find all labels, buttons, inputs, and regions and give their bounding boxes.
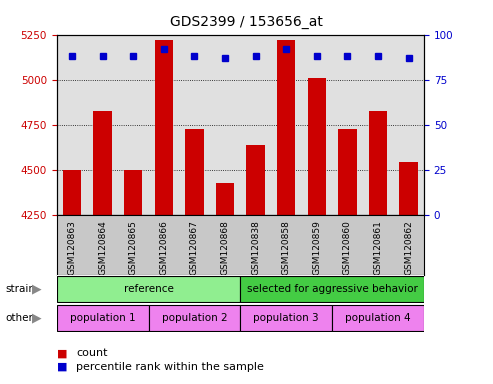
Text: GSM120838: GSM120838 [251, 220, 260, 275]
Text: strain: strain [5, 284, 35, 294]
Text: GSM120858: GSM120858 [282, 220, 291, 275]
Text: population 2: population 2 [162, 313, 227, 323]
Text: reference: reference [124, 284, 174, 294]
Text: GSM120868: GSM120868 [220, 220, 230, 275]
Bar [338, 129, 356, 215]
Text: GSM120861: GSM120861 [374, 220, 383, 275]
Text: selected for aggressive behavior: selected for aggressive behavior [246, 284, 418, 294]
Text: population 1: population 1 [70, 313, 136, 323]
Text: GSM120866: GSM120866 [159, 220, 168, 275]
Bar [94, 111, 112, 215]
Text: percentile rank within the sample: percentile rank within the sample [76, 362, 264, 372]
Bar [277, 40, 295, 215]
Text: ▶: ▶ [32, 283, 42, 295]
Text: ■: ■ [57, 348, 67, 358]
Text: other: other [5, 313, 33, 323]
Bar [308, 78, 326, 215]
Text: population 3: population 3 [253, 313, 319, 323]
FancyBboxPatch shape [241, 305, 332, 331]
Bar [216, 182, 234, 215]
FancyBboxPatch shape [57, 276, 241, 302]
Bar [124, 170, 142, 215]
Bar [185, 129, 204, 215]
Text: population 4: population 4 [345, 313, 411, 323]
Text: GSM120862: GSM120862 [404, 220, 413, 275]
Text: GSM120863: GSM120863 [68, 220, 76, 275]
Text: GSM120867: GSM120867 [190, 220, 199, 275]
Text: GDS2399 / 153656_at: GDS2399 / 153656_at [170, 15, 323, 29]
Text: count: count [76, 348, 108, 358]
Text: ■: ■ [57, 362, 67, 372]
Bar [246, 145, 265, 215]
FancyBboxPatch shape [57, 305, 148, 331]
Text: GSM120860: GSM120860 [343, 220, 352, 275]
Text: ▶: ▶ [32, 311, 42, 324]
Bar [369, 111, 387, 215]
Bar [63, 170, 81, 215]
Bar [399, 162, 418, 215]
Text: GSM120859: GSM120859 [313, 220, 321, 275]
FancyBboxPatch shape [241, 276, 424, 302]
Bar [155, 40, 173, 215]
FancyBboxPatch shape [148, 305, 241, 331]
FancyBboxPatch shape [332, 305, 424, 331]
Text: GSM120865: GSM120865 [129, 220, 138, 275]
Text: GSM120864: GSM120864 [98, 220, 107, 275]
